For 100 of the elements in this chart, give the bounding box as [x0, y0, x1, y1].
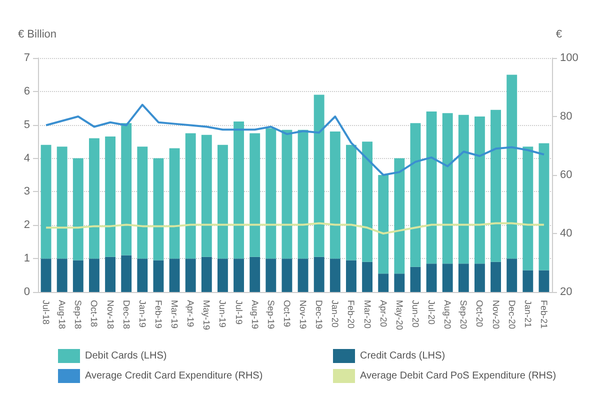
legend-label: Credit Cards (LHS) [360, 350, 446, 362]
bar [490, 110, 501, 262]
bar [474, 264, 485, 292]
bar [218, 258, 228, 292]
bar [282, 258, 292, 292]
bar [506, 74, 518, 259]
bar [314, 256, 324, 292]
bar [169, 258, 180, 292]
bar [137, 146, 148, 259]
bar [72, 260, 84, 292]
x-tick-label: Jan-20 [330, 300, 340, 328]
bar [218, 144, 228, 259]
x-tick-label: Sep-18 [73, 300, 84, 330]
line-series [45, 222, 545, 234]
x-tick-label: Mar-20 [362, 300, 372, 329]
bar [426, 111, 437, 264]
bar [426, 264, 437, 292]
bar [234, 258, 244, 292]
bar [458, 264, 469, 292]
x-tick-label: Jul-18 [41, 300, 52, 325]
legend-label: Average Debit Card PoS Expenditure (RHS) [360, 370, 556, 382]
y-tick-label: 4 [24, 152, 30, 164]
x-tick-label: Jan-19 [137, 300, 148, 328]
bar [410, 266, 421, 292]
bar [250, 133, 260, 257]
x-tick-label: Nov-20 [490, 300, 501, 330]
x-tick-label: Feb-19 [153, 300, 164, 329]
bar [314, 94, 324, 257]
line-series [45, 104, 545, 176]
bar [330, 132, 340, 259]
bar [282, 130, 292, 259]
x-tick-label: Mar-19 [170, 300, 180, 329]
x-tick-label: Oct-18 [89, 300, 100, 328]
bar [169, 148, 180, 259]
legend-label: Average Credit Card Expenditure (RHS) [85, 370, 263, 382]
bar [201, 256, 212, 292]
y2-tick-label: 60 [560, 169, 572, 181]
bar [442, 264, 453, 292]
y2-tick-label: 20 [560, 286, 572, 298]
bar [185, 133, 196, 259]
x-tick-label: Feb-20 [346, 300, 356, 329]
y-tick-label: 3 [24, 186, 30, 198]
bar [298, 130, 308, 259]
bar [394, 274, 405, 292]
x-tick-label: Feb-21 [538, 300, 549, 329]
y-axis-title: € Billion [18, 28, 57, 40]
x-tick-label: Dec-19 [314, 300, 324, 330]
y-tick-label: 0 [24, 286, 30, 298]
bar [40, 144, 52, 259]
bar [121, 123, 132, 256]
bar [266, 258, 276, 292]
x-tick-label: Aug-20 [442, 300, 453, 330]
bar [72, 158, 84, 260]
bar [89, 138, 100, 259]
bar [506, 258, 518, 292]
x-tick-label: Jul-19 [234, 300, 244, 325]
x-tick-label: Sep-19 [266, 300, 276, 330]
bar [137, 258, 148, 292]
x-tick-label: Nov-18 [105, 300, 116, 330]
x-tick-label: May-19 [202, 300, 212, 330]
x-tick-label: Oct-19 [282, 300, 292, 328]
bar [89, 258, 100, 292]
bar [201, 134, 212, 257]
x-tick-label: Aug-18 [57, 300, 68, 330]
y2-axis-title: € [556, 28, 562, 40]
bar [378, 175, 389, 274]
bar [105, 256, 116, 292]
bar [362, 142, 372, 262]
bar [153, 158, 164, 260]
y2-tick-label: 80 [560, 110, 572, 122]
x-tick-label: Apr-20 [378, 300, 388, 328]
x-tick-label: May-20 [394, 300, 404, 330]
x-tick-label: Jul-20 [426, 300, 437, 325]
x-tick-label: Aug-19 [250, 300, 260, 330]
bar [266, 128, 276, 259]
bar [153, 260, 164, 292]
y-tick-label: 1 [24, 252, 30, 265]
bar [56, 258, 68, 292]
y2-tick-label: 40 [560, 228, 572, 240]
bar [362, 262, 372, 292]
bar [474, 116, 485, 264]
y-tick-label: 5 [24, 118, 30, 131]
x-tick-label: Sep-20 [458, 300, 469, 330]
legend-label: Debit Cards (LHS) [85, 350, 167, 362]
bar [105, 136, 116, 257]
bar [40, 258, 52, 292]
x-tick-label: Apr-19 [186, 300, 196, 328]
bar [56, 146, 68, 259]
bar [330, 258, 340, 292]
bar [394, 158, 405, 274]
x-tick-label: Jun-19 [218, 300, 228, 328]
bar [522, 146, 534, 270]
x-tick-label: Jan-21 [522, 300, 533, 328]
bar [538, 270, 550, 292]
bar [250, 256, 260, 292]
x-tick-label: Oct-20 [474, 300, 485, 328]
bar [410, 123, 421, 267]
x-tick-label: Dec-18 [121, 300, 132, 330]
y-tick-label: 6 [24, 85, 30, 98]
x-tick-label: Dec-20 [506, 300, 517, 330]
